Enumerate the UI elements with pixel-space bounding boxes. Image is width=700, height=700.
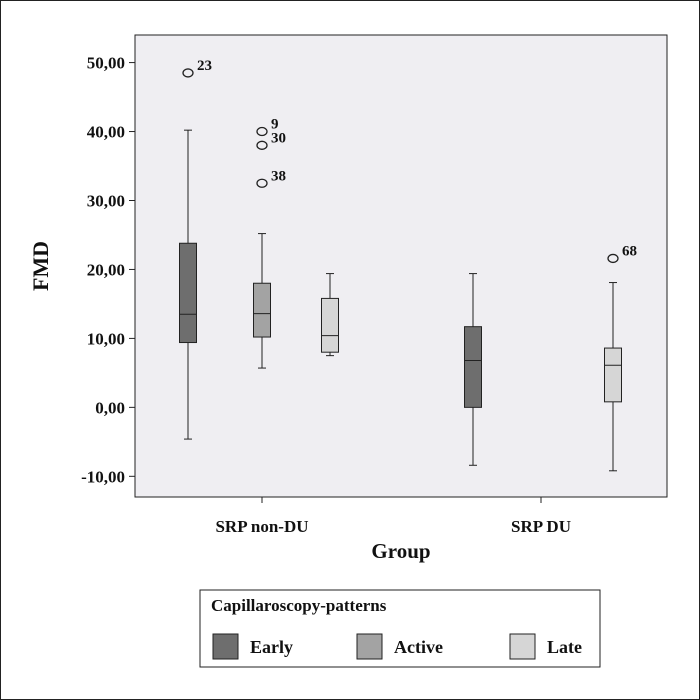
y-axis-label: FMD: [28, 241, 53, 291]
legend-swatch: [212, 633, 239, 660]
outlier-point: [256, 140, 268, 150]
iqr-box: [604, 347, 622, 403]
y-tick-label: 20,00: [87, 260, 125, 279]
y-tick-label: 50,00: [87, 54, 125, 73]
outlier-point: [182, 68, 194, 78]
x-tick-label: SRP DU: [511, 517, 571, 536]
legend-item-late: Late: [509, 633, 582, 660]
x-axis-label: Group: [371, 539, 430, 563]
box-early: [464, 273, 482, 466]
legend-label: Late: [547, 637, 582, 657]
outlier-label: 9: [271, 117, 279, 133]
iqr-box: [464, 326, 482, 408]
x-tick-label: SRP non-DU: [215, 517, 308, 536]
legend-title: Capillaroscopy-patterns: [211, 596, 387, 615]
y-tick-label: 40,00: [87, 123, 125, 142]
box-active: 930 38: [253, 117, 286, 369]
legend-swatch: [356, 633, 383, 660]
legend-swatch: [509, 633, 536, 660]
y-tick-label: 0,00: [95, 398, 125, 417]
y-tick-label: 30,00: [87, 191, 125, 210]
iqr-box: [321, 297, 339, 353]
y-tick-label: -10,00: [81, 467, 125, 486]
y-tick-label: 10,00: [87, 329, 125, 348]
outlier-point: [256, 126, 268, 137]
box-late: 68: [604, 243, 637, 472]
boxes: 23 930 38 68: [179, 58, 637, 472]
outlier-label: 68: [622, 243, 637, 259]
box-late: [321, 273, 339, 357]
outlier-label: 30: [271, 130, 286, 146]
plot-area: [134, 34, 668, 498]
outlier-point: [256, 178, 268, 188]
iqr-box: [253, 282, 271, 338]
box-early: 23: [179, 58, 212, 440]
legend-item-active: Active: [356, 633, 443, 660]
outlier-point: [607, 253, 619, 264]
axes: -10,00 0,00 10,00 20,00 30,00 40,00 50,00 SRP n…: [81, 54, 571, 536]
iqr-box: [179, 242, 197, 344]
legend-label: Early: [250, 637, 293, 657]
outlier-label: 23: [197, 58, 212, 74]
legend-label: Active: [394, 637, 443, 657]
outlier-label: 38: [271, 168, 286, 184]
legend: Capillaroscopy-patterns Early Active Late: [199, 589, 601, 668]
legend-item-early: Early: [212, 633, 293, 660]
